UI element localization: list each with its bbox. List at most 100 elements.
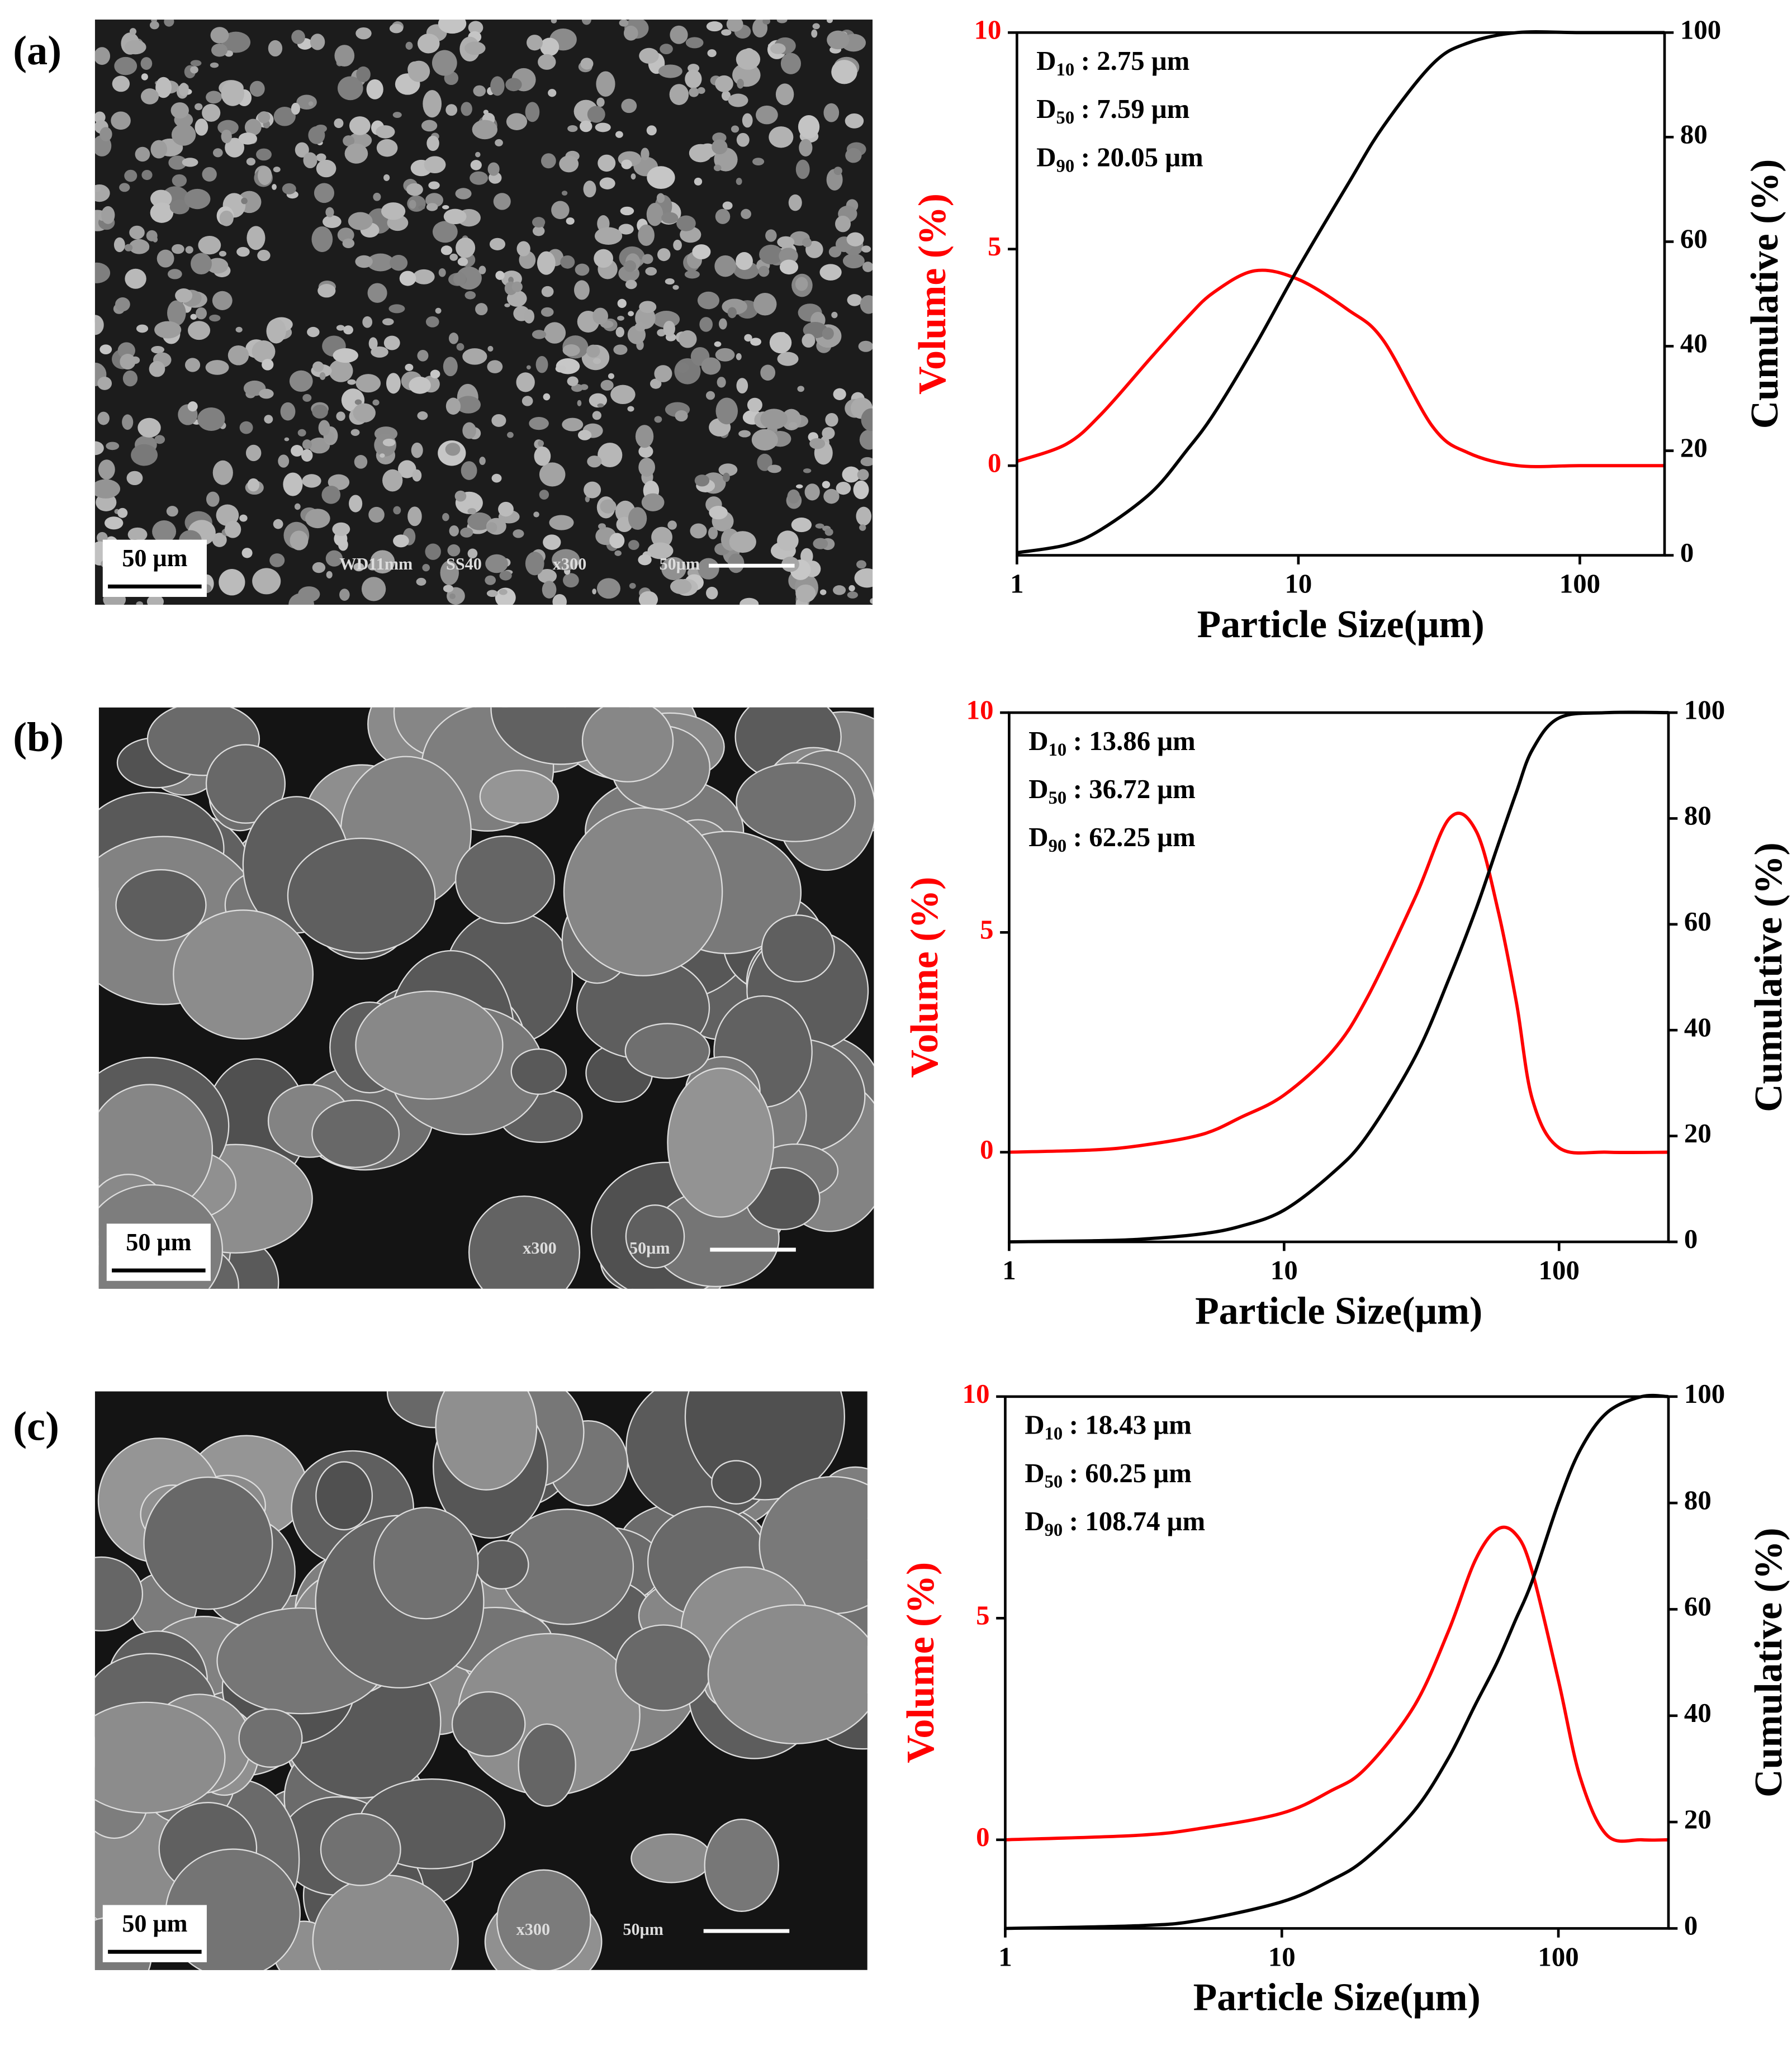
particle — [615, 131, 623, 138]
particle — [744, 334, 752, 342]
x-tick-label: 100 — [1539, 1255, 1580, 1285]
particle — [630, 173, 636, 180]
particle — [337, 227, 354, 243]
particle — [210, 27, 229, 44]
particle — [625, 279, 637, 290]
particle — [376, 139, 398, 157]
particle — [715, 75, 733, 92]
x-tick-label: 100 — [1538, 1941, 1578, 1972]
annotation-symbol: D — [1028, 725, 1048, 756]
particle — [464, 291, 476, 300]
particle — [196, 307, 207, 320]
particle — [411, 442, 423, 458]
particle — [543, 322, 566, 344]
annotation: D90: 20.05 μm — [1036, 141, 1203, 176]
particle — [151, 346, 164, 354]
particle — [701, 357, 721, 375]
particle — [580, 58, 594, 70]
particle — [857, 469, 869, 481]
particle — [259, 388, 274, 399]
particle — [535, 356, 548, 373]
particle — [115, 869, 207, 941]
particle — [206, 491, 220, 507]
particle — [235, 326, 243, 333]
particle — [227, 345, 249, 366]
particle — [376, 125, 395, 139]
particle — [562, 344, 580, 357]
particle — [273, 519, 283, 529]
particle — [679, 330, 697, 348]
particle — [307, 326, 320, 338]
particle — [562, 417, 584, 431]
particle — [505, 78, 522, 92]
particle — [846, 232, 864, 246]
particle — [381, 202, 406, 220]
particle — [560, 255, 575, 269]
particle — [326, 571, 333, 579]
particle — [94, 186, 101, 192]
particle — [598, 443, 623, 468]
particle — [685, 69, 702, 88]
particle — [526, 365, 531, 370]
x-tick-label: 10 — [1284, 568, 1312, 599]
y2-tick-label: 80 — [1680, 119, 1708, 150]
particle — [750, 338, 761, 346]
particle — [613, 344, 628, 355]
particle — [537, 568, 557, 583]
particle — [212, 460, 233, 485]
particle — [490, 76, 505, 96]
particle — [166, 506, 178, 517]
annotation-value: : 62.25 μm — [1073, 822, 1196, 852]
particle — [210, 62, 219, 68]
particle — [468, 1195, 581, 1289]
particle — [238, 1709, 303, 1768]
particle — [728, 553, 745, 573]
particle — [114, 56, 138, 75]
particle — [355, 990, 504, 1100]
particle — [308, 126, 325, 144]
particle — [525, 102, 540, 122]
annotation: D10: 2.75 μm — [1036, 45, 1189, 80]
particle — [705, 391, 715, 400]
particle — [795, 584, 816, 602]
particle — [736, 178, 742, 186]
particle — [386, 373, 401, 394]
y2-tick-label: 20 — [1684, 1118, 1712, 1149]
annotation-subscript: 90 — [1045, 1520, 1063, 1540]
particle — [368, 337, 378, 350]
image-info: x300 — [516, 1920, 550, 1939]
image-info: SS40 — [446, 554, 482, 573]
particle — [823, 488, 840, 504]
particle — [425, 316, 439, 328]
particle — [712, 139, 728, 155]
particle — [654, 365, 672, 382]
particle — [119, 183, 130, 192]
panel-label: (c) — [13, 1403, 59, 1449]
particle — [312, 404, 328, 419]
particle — [472, 120, 497, 140]
particle — [623, 25, 638, 41]
plot-frame — [1004, 1395, 1670, 1930]
particle — [767, 464, 781, 473]
particle — [657, 248, 671, 262]
particle — [487, 360, 503, 373]
y2-tick-label: 0 — [1680, 537, 1694, 568]
particle — [658, 64, 682, 78]
particle — [321, 486, 341, 504]
particle — [599, 177, 615, 189]
particle — [861, 245, 871, 253]
particle — [473, 85, 486, 97]
particle — [120, 353, 136, 370]
particle — [715, 348, 735, 362]
particle — [430, 369, 440, 379]
particle — [438, 20, 467, 34]
particle — [491, 473, 502, 483]
particle — [654, 416, 662, 423]
particle — [827, 20, 833, 23]
particle — [747, 397, 762, 412]
particle — [124, 169, 138, 182]
particle — [587, 106, 605, 123]
annotation-value: : 60.25 μm — [1069, 1458, 1192, 1488]
particle — [760, 409, 788, 430]
particle — [154, 435, 165, 444]
